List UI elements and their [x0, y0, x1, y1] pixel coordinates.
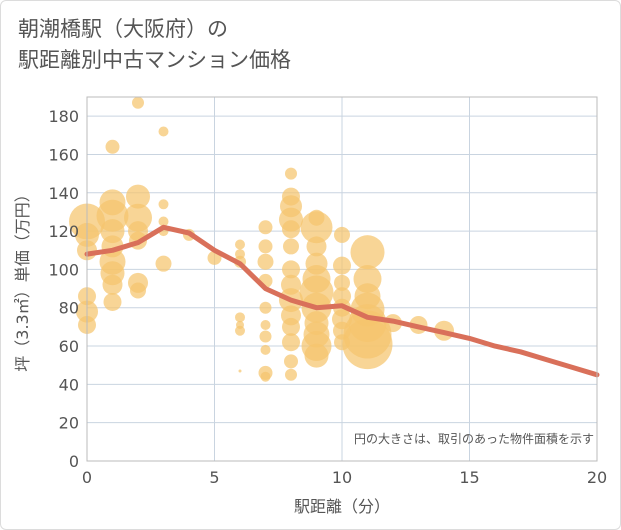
data-bubble — [238, 369, 242, 373]
data-bubble — [155, 255, 172, 272]
y-tick-label: 60 — [59, 337, 79, 356]
plot-area-border — [86, 96, 598, 462]
data-bubble — [235, 312, 245, 323]
x-tick-label: 0 — [82, 468, 92, 487]
data-bubble — [300, 211, 333, 244]
data-bubble — [333, 256, 351, 275]
data-bubble — [126, 184, 150, 209]
data-bubble — [342, 319, 393, 370]
x-tick-label: 15 — [459, 468, 479, 487]
x-tick-label: 10 — [332, 468, 352, 487]
data-bubble — [132, 96, 144, 109]
data-bubble — [350, 235, 385, 270]
x-tick-labels: 0 5 10 15 20 — [82, 468, 607, 487]
data-bubble — [260, 319, 271, 330]
y-tick-label: 20 — [59, 414, 79, 433]
data-bubble — [282, 333, 300, 352]
y-tick-label: 100 — [48, 260, 79, 279]
y-tick-labels: 0 20 40 60 80 100 120 140 160 180 — [48, 107, 79, 471]
data-bubble — [306, 236, 327, 257]
x-axis-title: 駅距離（分） — [294, 497, 390, 516]
y-tick-label: 40 — [59, 375, 79, 394]
data-bubble — [260, 344, 271, 355]
title-line-2: 駅距離別中古マンション価格 — [18, 48, 291, 72]
x-tick-label: 20 — [587, 468, 607, 487]
data-bubble — [105, 139, 120, 154]
data-bubble — [158, 199, 169, 210]
y-tick-label: 140 — [48, 184, 79, 203]
data-bubble — [258, 220, 273, 235]
data-bubble — [334, 274, 350, 291]
data-bubble — [282, 220, 300, 239]
y-axis-title: 坪（3.3㎡）単価（万円） — [13, 186, 32, 371]
data-bubble — [282, 317, 300, 336]
data-bubble — [283, 238, 299, 255]
data-bubble — [285, 167, 297, 180]
data-bubble — [158, 126, 169, 137]
data-bubble — [284, 354, 298, 369]
data-bubble — [158, 216, 169, 227]
data-bubble — [285, 368, 297, 381]
data-bubble — [130, 282, 146, 299]
trend-layer — [84, 224, 600, 378]
y-tick-label: 120 — [48, 222, 79, 241]
data-bubble — [334, 226, 350, 243]
y-tick-label: 180 — [48, 107, 79, 126]
data-bubble — [235, 325, 245, 336]
title-line-1: 朝潮橋駅（大阪府）の — [18, 17, 228, 41]
data-bubble — [235, 239, 245, 250]
y-tick-label: 0 — [69, 452, 79, 471]
data-bubble — [103, 292, 122, 311]
data-bubble — [102, 274, 123, 295]
data-bubble — [257, 253, 274, 270]
bubble-layer — [69, 96, 454, 382]
data-bubble — [304, 343, 329, 368]
bubble-size-note: 円の大きさは、取引のあった物件面積を示す — [354, 431, 594, 446]
chart-title: 朝潮橋駅（大阪府）の 駅距離別中古マンション価格 — [18, 14, 291, 76]
y-tick-label: 80 — [59, 299, 79, 318]
data-bubble — [258, 239, 273, 254]
data-bubble — [259, 301, 272, 314]
trend-line — [84, 224, 600, 378]
data-bubble — [259, 330, 272, 343]
data-bubble — [260, 371, 271, 382]
y-tick-label: 160 — [48, 145, 79, 164]
data-bubble — [100, 219, 125, 244]
x-tick-label: 5 — [209, 468, 219, 487]
data-bubble — [282, 260, 300, 279]
